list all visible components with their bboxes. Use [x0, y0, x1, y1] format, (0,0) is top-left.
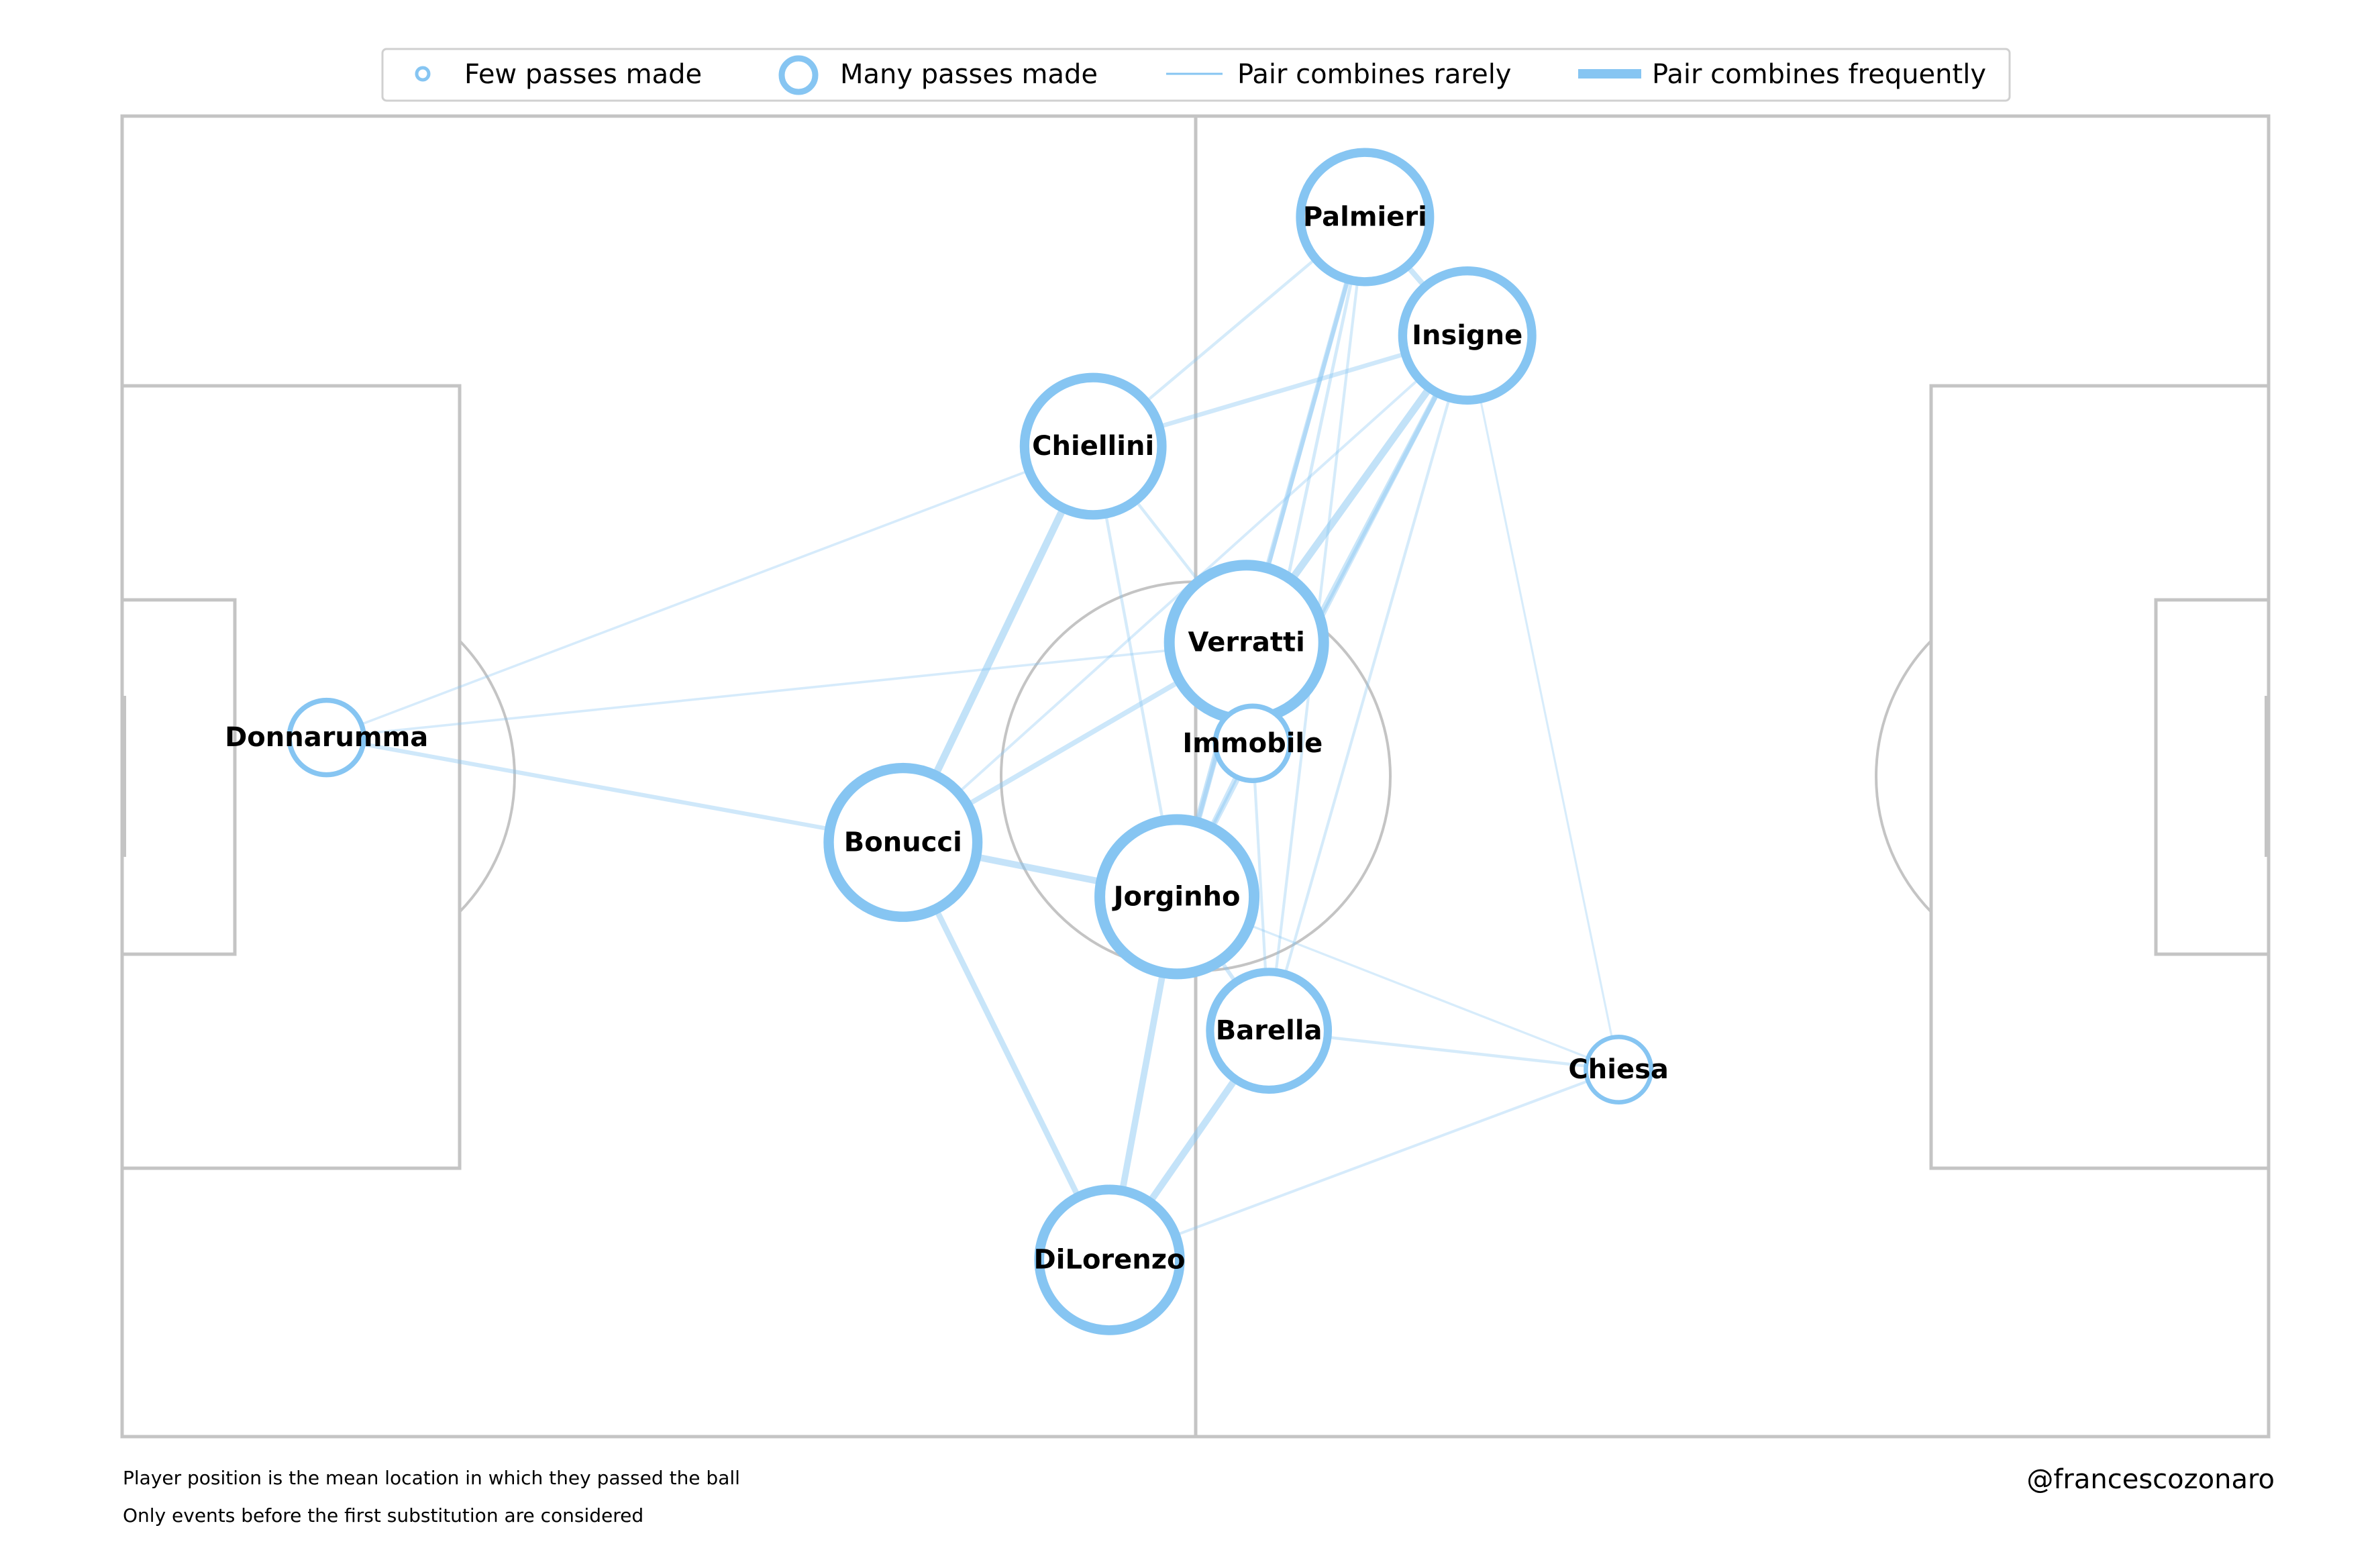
player-label-barella: Barella — [1216, 1015, 1323, 1046]
player-label-palmieri: Palmieri — [1303, 201, 1427, 232]
few-passes-marker — [417, 68, 429, 80]
author-credit: @francescozonaro — [2026, 1464, 2275, 1495]
pitch — [122, 116, 2269, 1437]
player-label-immobile: Immobile — [1182, 728, 1323, 759]
player-label-chiellini: Chiellini — [1032, 431, 1154, 462]
legend-many-passes: Many passes made — [840, 59, 1098, 90]
footer-note-1: Player position is the mean location in … — [123, 1467, 740, 1489]
player-label-chiesa: Chiesa — [1568, 1054, 1668, 1085]
link-dilorenzo-chiesa — [1110, 1070, 1619, 1260]
legend: Few passes made Many passes made Pair co… — [382, 49, 2010, 101]
player-label-dilorenzo: DiLorenzo — [1034, 1245, 1186, 1276]
many-passes-marker — [782, 58, 815, 92]
right-penalty-area — [1931, 386, 2269, 1168]
player-label-donnarumma: Donnarumma — [225, 722, 428, 753]
player-label-jorginho: Jorginho — [1112, 881, 1241, 912]
footer-note-2: Only events before the first substitutio… — [123, 1504, 643, 1527]
right-penalty-arc — [1876, 641, 1931, 912]
left-penalty-area — [122, 386, 460, 1168]
link-insigne-chiesa — [1467, 336, 1618, 1070]
left-penalty-arc — [460, 641, 515, 912]
player-label-verratti: Verratti — [1188, 627, 1305, 658]
link-donnarumma-bonucci — [327, 737, 903, 842]
legend-frequent-pair: Pair combines frequently — [1652, 59, 1986, 90]
right-six-yard-box — [2156, 600, 2269, 954]
legend-rare-pair: Pair combines rarely — [1237, 59, 1511, 90]
legend-few-passes: Few passes made — [464, 59, 702, 90]
player-label-bonucci: Bonucci — [844, 827, 962, 858]
left-six-yard-box — [122, 600, 235, 954]
player-label-insigne: Insigne — [1412, 320, 1522, 351]
